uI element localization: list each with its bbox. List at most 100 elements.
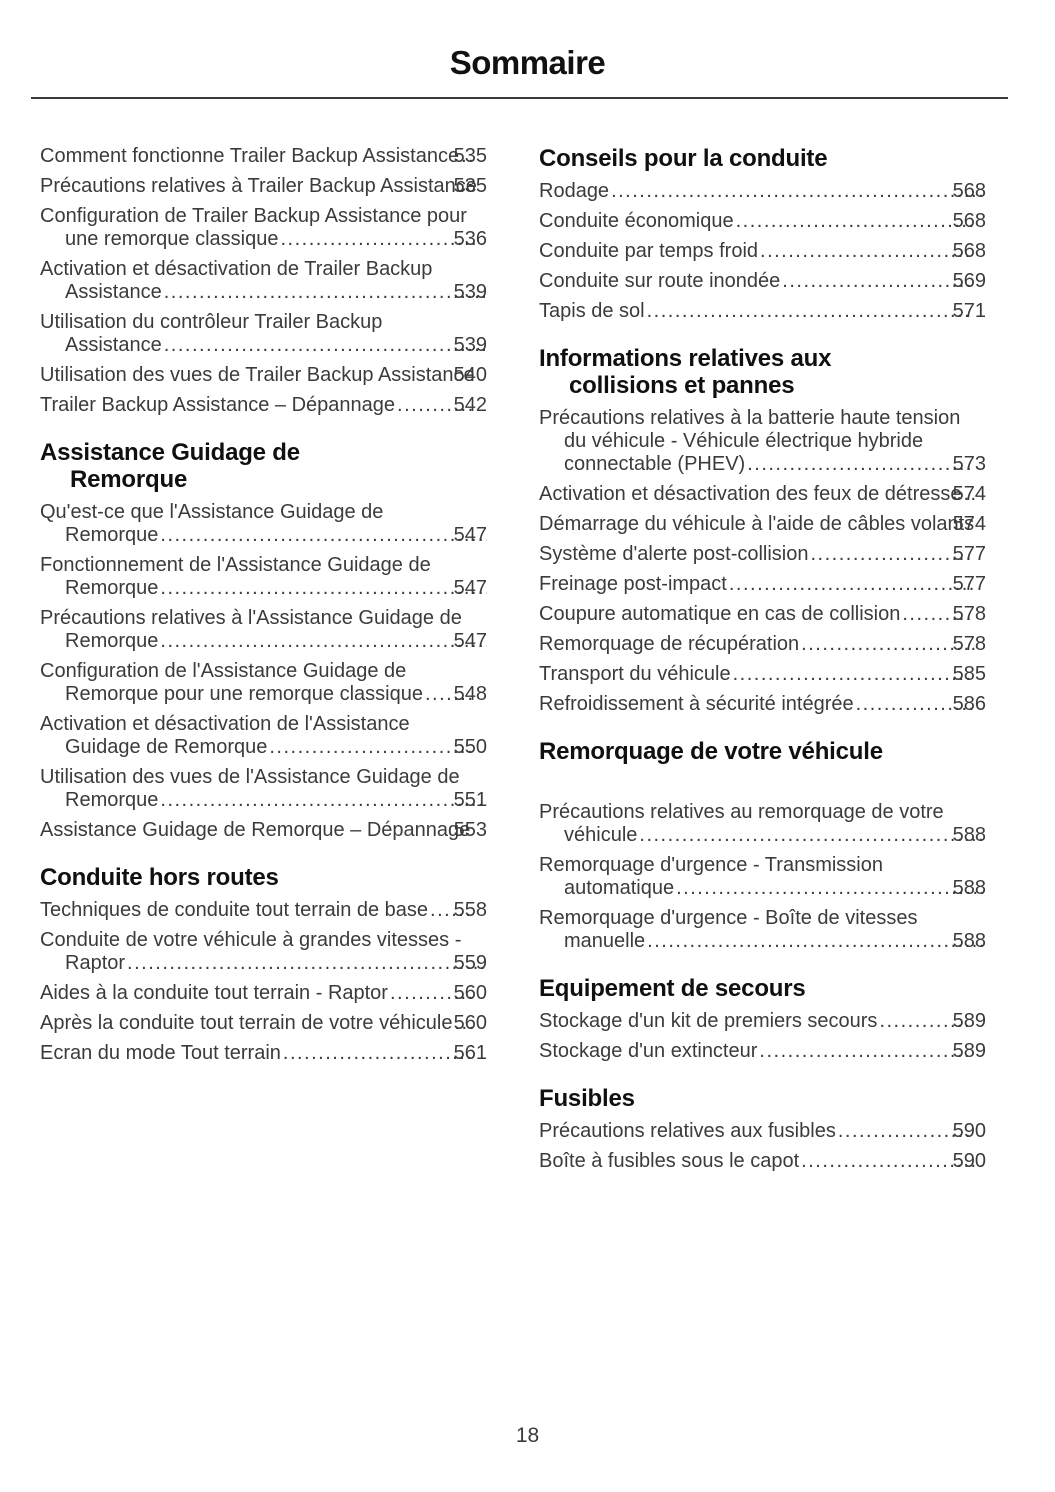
toc-entry-label: Assistance Guidage de Remorque – Dépanna… [40, 819, 471, 841]
toc-entry-label: Conduite économique [539, 210, 734, 232]
toc-leader-dots: ........................................… [160, 524, 487, 546]
toc-entry: Système d'alerte post-collision 577......… [539, 543, 986, 566]
toc-entry: Utilisation du contrôleur Trailer Backup… [40, 311, 487, 357]
toc-entry-label: Fonctionnement de l'Assistance Guidage d… [40, 554, 431, 599]
toc-leader-dots: ............. [879, 1010, 972, 1032]
toc-entry: Stockage d'un extincteur 589.............… [539, 1040, 986, 1063]
toc-entry-label: Comment fonctionne Trailer Backup Assist… [40, 145, 460, 167]
toc-leader-dots: .................................. [732, 663, 973, 685]
toc-entry-page: 578 [952, 633, 986, 655]
toc-leader-dots: ........................................… [163, 334, 487, 356]
toc-entry: Précautions relatives à l'Assistance Gui… [40, 607, 487, 653]
toc-entry-label: Freinage post-impact [539, 573, 727, 595]
toc-entry-page: 561 [453, 1042, 487, 1064]
toc-section-heading: Remorquage de votre véhicule [539, 738, 883, 765]
toc-entry-label: Refroidissement à sécurité intégrée [539, 693, 854, 715]
toc-leader-dots: ............ [389, 982, 475, 1004]
section-conduite-hors-routes: Conduite hors routes Techniques de condu… [40, 864, 487, 1065]
toc-entry-label: Conduite sur route inondée [539, 270, 781, 292]
toc-entry: Freinage post-impact 577.................… [539, 573, 986, 596]
toc-entry-label: Boîte à fusibles sous le capot [539, 1150, 800, 1172]
toc-leader-dots: ............................. [269, 736, 475, 758]
toc-entry-page: 568 [952, 240, 986, 262]
toc-entry-label: Démarrage du véhicule à l'aide de câbles… [539, 513, 975, 535]
toc-entry-page: 589 [952, 1010, 986, 1032]
title-divider [31, 97, 1008, 99]
toc-entry-label: Précautions relatives à la batterie haut… [539, 407, 961, 475]
toc-entry-label: Tapis de sol [539, 300, 645, 322]
toc-section-heading: Fusibles [539, 1085, 635, 1112]
toc-leader-dots [475, 364, 477, 386]
toc-entry-page: 574 [952, 483, 986, 505]
toc-entry-page: 574 [952, 513, 986, 535]
toc-entry: Remorquage d'urgence - Boîte de vitesses… [539, 907, 986, 953]
toc-entry: Techniques de conduite tout terrain de b… [40, 899, 487, 922]
toc-leader-dots: ................. [855, 693, 976, 715]
toc-leader-dots: ........................................… [127, 952, 487, 974]
toc-entry: Démarrage du véhicule à l'aide de câbles… [539, 513, 986, 536]
section-equipement-de-secours: Equipement de secours Stockage d'un kit … [539, 975, 986, 1063]
toc-entry: Conduite économique 568..................… [539, 210, 986, 233]
toc-columns: Comment fonctionne Trailer Backup Assist… [40, 145, 986, 1180]
toc-entry: Utilisation des vues de Trailer Backup A… [40, 364, 487, 387]
toc-leader-dots: ........................... [282, 1042, 474, 1064]
toc-entry: Conduite par temps froid 568.............… [539, 240, 986, 263]
toc-entry: Aides à la conduite tout terrain - Rapto… [40, 982, 487, 1005]
toc-entry-page: 536 [453, 228, 487, 250]
toc-entry: Après la conduite tout terrain de votre … [40, 1012, 487, 1035]
toc-entry-page: 589 [952, 1040, 986, 1062]
toc-entry-label: Rodage [539, 180, 610, 202]
toc-entry: Remorquage d'urgence - Transmission auto… [539, 854, 986, 900]
toc-entry: Tapis de sol 571.........................… [539, 300, 986, 323]
toc-leader-dots: ........................................… [611, 180, 986, 202]
toc-entry-label: Activation et désactivation de Trailer B… [40, 258, 433, 303]
toc-entry-label: Précautions relatives à Trailer Backup A… [40, 175, 477, 197]
toc-entry-label: Transport du véhicule [539, 663, 731, 685]
toc-entry-page: 542 [453, 394, 487, 416]
toc-leader-dots: ................................ [747, 453, 974, 475]
toc-leader-dots: ......................... [801, 633, 978, 655]
toc-entry-label: Ecran du mode Tout terrain [40, 1042, 281, 1064]
toc-entry-label: Configuration de l'Assistance Guidage de… [40, 660, 423, 705]
toc-entry-page: 558 [453, 899, 487, 921]
toc-entry: Transport du véhicule 585................… [539, 663, 986, 686]
section-fusibles: Fusibles Précautions relatives aux fusib… [539, 1085, 986, 1173]
toc-leader-dots: ................................... [728, 573, 976, 595]
toc-entry-page: 540 [453, 364, 487, 386]
section-informations-collisions-et-pannes: Informations relatives aux collisions et… [539, 345, 986, 716]
toc-leader-dots: ........................................… [163, 281, 487, 303]
toc-entry: Précautions relatives aux fusibles 590...… [539, 1120, 986, 1143]
toc-entry-page: 568 [952, 210, 986, 232]
toc-entry-label: Techniques de conduite tout terrain de b… [40, 899, 429, 921]
toc-entry-page: 553 [453, 819, 487, 841]
toc-entry-page: 550 [453, 736, 487, 758]
toc-entry-label: Activation et désactivation des feux de … [539, 483, 962, 505]
toc-section-heading: Assistance Guidage de Remorque [40, 439, 300, 493]
toc-leader-dots: ........................................… [160, 630, 487, 652]
toc-entry-page: 548 [453, 683, 487, 705]
toc-leader-dots: ........................................… [647, 930, 986, 952]
toc-leader-dots: ................... [837, 1120, 972, 1142]
toc-entry: Utilisation des vues de l'Assistance Gui… [40, 766, 487, 812]
toc-leader-dots: .............................. [760, 240, 972, 262]
toc-leader-dots: ....................... [810, 543, 973, 565]
toc-entry: Précautions relatives à la batterie haut… [539, 407, 986, 476]
section-trailer-backup-assistance-continued: Comment fonctionne Trailer Backup Assist… [40, 145, 487, 417]
toc-entry: Boîte à fusibles sous le capot 590.......… [539, 1150, 986, 1173]
toc-leader-dots: .............................. [759, 1040, 972, 1062]
toc-leader-dots: ............................ [280, 228, 479, 250]
toc-entry-page: 577 [952, 573, 986, 595]
toc-entry-label: Utilisation des vues de Trailer Backup A… [40, 364, 475, 386]
toc-entry-label: Aides à la conduite tout terrain - Rapto… [40, 982, 388, 1004]
page-title: Sommaire [449, 44, 606, 81]
toc-entry: Rodage 568...............................… [539, 180, 986, 203]
toc-entry: Configuration de l'Assistance Guidage de… [40, 660, 487, 706]
toc-leader-dots: ........................................… [160, 789, 487, 811]
toc-entry-page: 577 [952, 543, 986, 565]
toc-entry: Stockage d'un kit de premiers secours 589… [539, 1010, 986, 1033]
toc-entry: Ecran du mode Tout terrain 561...........… [40, 1042, 487, 1065]
toc-entry: Précautions relatives à Trailer Backup A… [40, 175, 487, 198]
toc-leader-dots: ... [454, 1012, 476, 1034]
toc-leader-dots: ........................................… [676, 877, 986, 899]
toc-entry-label: Stockage d'un kit de premiers secours [539, 1010, 878, 1032]
